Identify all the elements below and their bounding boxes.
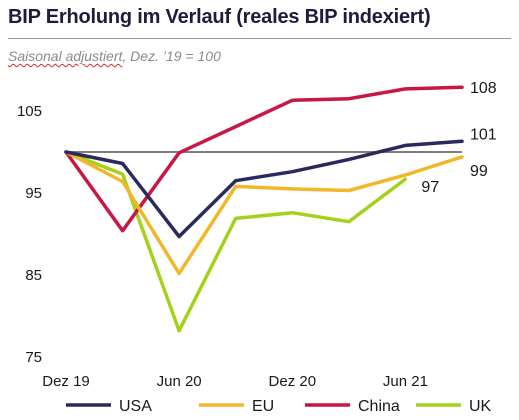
legend-label-china: China xyxy=(358,398,400,415)
end-label-usa: 101 xyxy=(470,126,497,143)
subtitle-part-a: Saisonal adjustiert xyxy=(8,48,123,64)
y-tick-label: 105 xyxy=(17,103,42,120)
series-line-uk xyxy=(64,150,408,333)
legend-label-uk: UK xyxy=(469,398,492,415)
legend-label-eu: EU xyxy=(252,398,274,415)
x-tick-label: Jun 20 xyxy=(157,373,202,390)
series-line-china xyxy=(64,85,464,233)
y-tick-label: 75 xyxy=(25,349,42,366)
y-tick-label: 95 xyxy=(25,185,42,202)
series-line-eu xyxy=(64,150,464,276)
subtitle-part-b: , Dez. ’19 = 100 xyxy=(122,48,221,64)
end-label-china: 108 xyxy=(470,80,497,97)
end-label-uk: 97 xyxy=(421,179,439,196)
title-divider xyxy=(8,38,511,39)
x-tick-label: Dez 20 xyxy=(269,373,317,390)
end-label-eu: 99 xyxy=(470,163,488,180)
chart-title: BIP Erholung im Verlauf (reales BIP inde… xyxy=(8,6,431,28)
x-tick-label: Dez 19 xyxy=(42,373,90,390)
series-line-usa xyxy=(64,139,464,239)
y-tick-label: 85 xyxy=(25,267,42,284)
chart-subtitle: Saisonal adjustiert, Dez. ’19 = 100 xyxy=(8,48,221,64)
x-tick-label: Jun 21 xyxy=(383,373,428,390)
legend-label-usa: USA xyxy=(119,398,152,415)
